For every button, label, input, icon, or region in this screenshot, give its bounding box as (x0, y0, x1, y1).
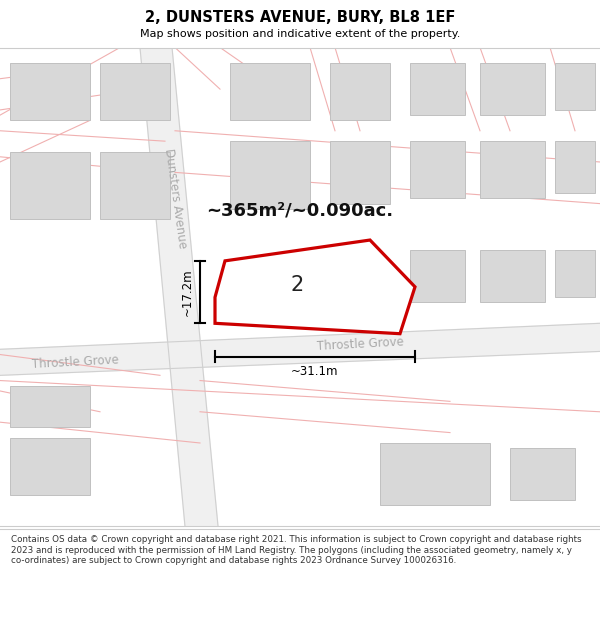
Text: Map shows position and indicative extent of the property.: Map shows position and indicative extent… (140, 29, 460, 39)
Bar (10, 386, 90, 428)
Polygon shape (140, 48, 218, 526)
Polygon shape (215, 240, 415, 334)
Text: 2, DUNSTERS AVENUE, BURY, BL8 1EF: 2, DUNSTERS AVENUE, BURY, BL8 1EF (145, 9, 455, 24)
Bar (410, 141, 465, 198)
Bar (510, 448, 575, 500)
Text: ~17.2m: ~17.2m (181, 268, 194, 316)
Bar (230, 63, 310, 121)
Bar (330, 63, 390, 121)
Bar (410, 63, 465, 115)
Text: Throstle Grove: Throstle Grove (31, 353, 119, 371)
Polygon shape (0, 323, 600, 376)
Text: ~365m²/~0.090ac.: ~365m²/~0.090ac. (206, 201, 394, 219)
Bar (480, 251, 545, 302)
Bar (480, 63, 545, 115)
Text: Throstle Grove: Throstle Grove (316, 336, 404, 353)
Text: ~31.1m: ~31.1m (291, 365, 339, 378)
Bar (100, 63, 170, 121)
Bar (10, 438, 90, 495)
Text: Dunsters Avenue: Dunsters Avenue (161, 148, 188, 249)
Bar (10, 152, 90, 219)
Bar (100, 152, 170, 219)
Text: 2: 2 (290, 275, 303, 295)
Bar (410, 251, 465, 302)
Bar (10, 63, 90, 121)
Bar (555, 251, 595, 298)
Bar (555, 141, 595, 193)
Bar (330, 141, 390, 204)
Bar (555, 63, 595, 110)
Bar (230, 141, 310, 209)
Bar (480, 141, 545, 198)
Bar (380, 443, 490, 506)
Text: Contains OS data © Crown copyright and database right 2021. This information is : Contains OS data © Crown copyright and d… (11, 535, 581, 565)
